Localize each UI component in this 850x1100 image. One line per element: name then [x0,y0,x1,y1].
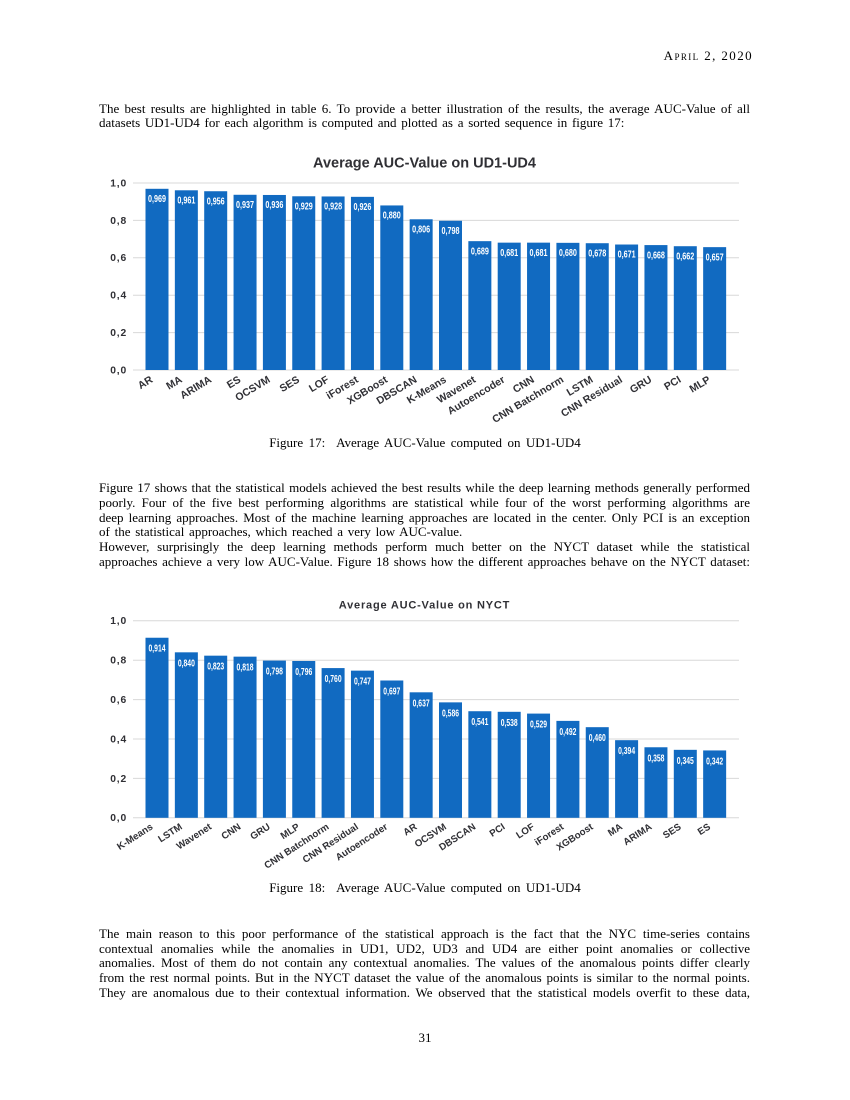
svg-text:0,541: 0,541 [471,717,488,728]
svg-text:0,961: 0,961 [177,195,195,206]
svg-text:ES: ES [696,821,713,838]
svg-text:SES: SES [661,821,684,841]
svg-text:PCI: PCI [488,821,508,839]
svg-text:ARIMA: ARIMA [621,822,654,849]
svg-text:Average AUC-Value on NYCT: Average AUC-Value on NYCT [339,600,510,612]
svg-text:0,798: 0,798 [442,226,460,237]
svg-text:0,394: 0,394 [618,746,635,757]
svg-text:0,8: 0,8 [110,216,127,227]
svg-text:0,637: 0,637 [413,698,430,709]
svg-text:0,937: 0,937 [236,200,254,211]
svg-text:0,671: 0,671 [618,250,636,261]
svg-text:0,681: 0,681 [500,248,518,259]
svg-text:0,697: 0,697 [383,686,400,697]
svg-text:0,4: 0,4 [110,291,127,302]
svg-text:0,4: 0,4 [110,734,127,745]
svg-text:SES: SES [278,374,302,395]
svg-text:0,345: 0,345 [677,756,694,767]
svg-text:0,529: 0,529 [530,720,547,731]
svg-text:0,2: 0,2 [110,328,127,339]
svg-text:GRU: GRU [248,822,272,843]
svg-text:AR: AR [136,374,156,392]
svg-text:0,0: 0,0 [110,365,127,376]
svg-text:0,358: 0,358 [647,753,664,764]
svg-text:0,840: 0,840 [178,658,195,669]
svg-text:0,969: 0,969 [148,194,166,205]
svg-text:0,818: 0,818 [237,663,254,674]
svg-text:0,678: 0,678 [588,248,606,259]
svg-text:0,681: 0,681 [530,248,548,259]
svg-text:0,929: 0,929 [295,201,313,212]
svg-text:0,0: 0,0 [110,813,127,824]
svg-text:1,0: 1,0 [110,178,127,189]
svg-text:0,2: 0,2 [110,774,127,785]
svg-text:0,760: 0,760 [325,674,342,685]
svg-text:0,747: 0,747 [354,677,371,688]
svg-text:GRU: GRU [628,374,654,396]
svg-text:0,668: 0,668 [647,250,665,261]
svg-text:Average AUC-Value on UD1-UD4: Average AUC-Value on UD1-UD4 [313,156,536,172]
svg-text:0,460: 0,460 [589,733,606,744]
svg-text:MA: MA [606,822,625,839]
svg-text:0,798: 0,798 [266,667,283,678]
svg-text:0,914: 0,914 [149,644,166,655]
svg-text:AR: AR [402,822,420,839]
svg-text:0,6: 0,6 [110,253,127,264]
svg-text:CNN: CNN [220,822,244,843]
svg-text:0,662: 0,662 [676,251,694,262]
svg-text:0,928: 0,928 [324,202,342,213]
svg-text:0,342: 0,342 [706,756,723,767]
svg-text:0,796: 0,796 [295,667,312,678]
svg-text:0,8: 0,8 [110,656,127,667]
svg-text:0,936: 0,936 [265,200,283,211]
svg-text:PCI: PCI [662,374,683,393]
svg-text:0,806: 0,806 [412,224,430,235]
svg-text:1,0: 1,0 [110,616,127,627]
svg-text:0,823: 0,823 [207,662,224,673]
svg-text:0,492: 0,492 [559,727,576,738]
svg-text:0,689: 0,689 [471,246,489,257]
svg-text:0,586: 0,586 [442,708,459,719]
svg-text:MLP: MLP [688,374,713,396]
svg-text:0,538: 0,538 [501,718,518,729]
svg-text:0,6: 0,6 [110,695,127,706]
svg-text:0,926: 0,926 [353,202,371,213]
svg-text:0,880: 0,880 [383,211,401,222]
svg-text:0,956: 0,956 [207,196,225,207]
svg-text:ARIMA: ARIMA [178,374,214,402]
svg-text:0,657: 0,657 [706,252,724,263]
svg-text:K-Means: K-Means [115,822,155,853]
svg-text:0,680: 0,680 [559,248,577,259]
